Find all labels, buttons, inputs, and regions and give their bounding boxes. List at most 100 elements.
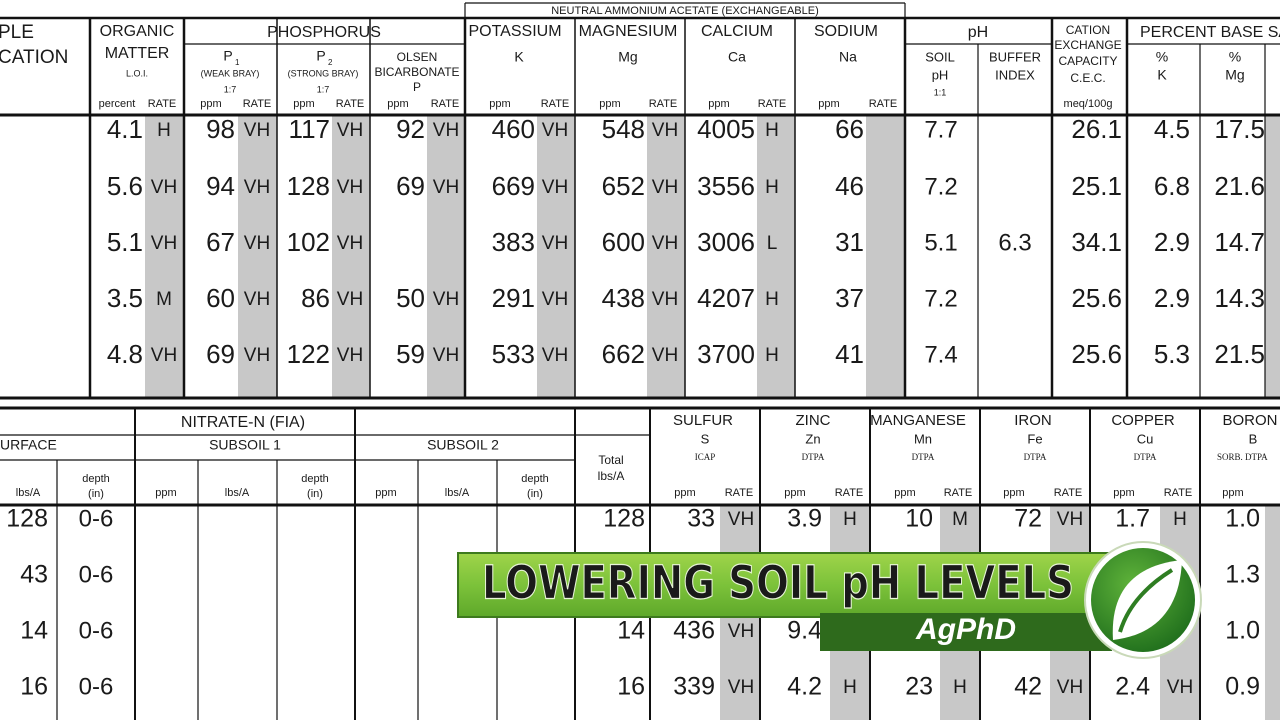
header-label: MANGANESE: [870, 412, 966, 429]
header-label: lbs/A: [598, 469, 625, 483]
header-label: CATION: [0, 47, 68, 68]
table-cell: 59: [396, 339, 425, 369]
header-label: ppm: [674, 487, 695, 499]
table-cell: 98: [206, 114, 235, 144]
header-label: ppm: [1113, 487, 1134, 499]
header-label: Ca: [728, 49, 746, 65]
rate-shading: [866, 116, 905, 398]
table-cell: 128: [6, 505, 48, 533]
table-cell: 14.7: [1214, 227, 1265, 257]
table-cell: VH: [652, 233, 678, 254]
table-cell: VH: [244, 120, 270, 141]
table-cell: VH: [728, 509, 754, 530]
table-cell: VH: [1167, 677, 1193, 698]
table-cell: 669: [492, 171, 535, 201]
header-label: SODIUM: [814, 23, 878, 40]
header-label: PLE: [0, 22, 34, 43]
table-cell: VH: [728, 621, 754, 642]
table-cell: H: [843, 509, 857, 530]
header-label: ppm: [293, 98, 314, 110]
table-cell: 3.9: [787, 505, 822, 533]
header-label: 1:7: [317, 84, 330, 94]
table-cell: 600: [602, 227, 645, 257]
table-cell: 5.1: [924, 229, 957, 256]
header-label: RATE: [1054, 487, 1083, 499]
table-cell: 438: [602, 283, 645, 313]
table-cell: 128: [603, 505, 645, 533]
table-cell: 533: [492, 339, 535, 369]
header-label: Mg: [618, 49, 637, 65]
header-label: NITRATE-N (FIA): [181, 414, 305, 431]
header-label: DTPA: [1024, 452, 1047, 462]
header-label: URFACE: [0, 437, 57, 453]
brand-name: AgPhD: [915, 613, 1016, 646]
table-cell: 652: [602, 171, 645, 201]
header-label: 2: [328, 58, 333, 67]
logo-leaf-vein: [1118, 568, 1174, 633]
table-cell: 117: [289, 114, 330, 144]
table-cell: 0.9: [1225, 673, 1260, 701]
header-label: RATE: [758, 98, 787, 110]
table-cell: 1.0: [1225, 617, 1260, 645]
header-label: (STRONG BRAY): [288, 68, 359, 78]
header-label: Mg: [1225, 67, 1244, 83]
header-label: RATE: [944, 487, 973, 499]
table-cell: 5.6: [107, 171, 143, 201]
header-label: 1:7: [224, 84, 237, 94]
table-cell: VH: [433, 345, 459, 366]
header-label: P: [223, 48, 232, 64]
title-banner: LOWERING SOIL pH LEVELS AgPhD: [457, 541, 1202, 659]
table-cell: 4005: [697, 114, 755, 144]
header-label: ppm: [818, 98, 839, 110]
header-label: ZINC: [796, 412, 831, 429]
brand-bar: [820, 613, 1112, 651]
table-cell: 92: [396, 114, 425, 144]
table-cell: 436: [673, 617, 715, 645]
header-label: P: [316, 48, 325, 64]
table-cell: VH: [337, 233, 363, 254]
table-cell: VH: [542, 345, 568, 366]
table-cell: 383: [492, 227, 535, 257]
table-cell: H: [1173, 509, 1187, 530]
table-cell: VH: [1057, 677, 1083, 698]
header-label: CALCIUM: [701, 23, 773, 40]
table-cell: H: [843, 677, 857, 698]
header-label: (in): [527, 488, 543, 500]
table-text: NEUTRAL AMMONIUM ACETATE (EXCHANGEABLE) P…: [0, 5, 1280, 701]
header-label: RATE: [148, 98, 177, 110]
table-cell: 1.0: [1225, 505, 1260, 533]
header-label: depth: [521, 473, 549, 485]
table-cell: 10: [905, 505, 933, 533]
table-cell: 60: [206, 283, 235, 313]
header-label: 1: [235, 58, 240, 67]
table-cell: 4207: [697, 283, 755, 313]
header-label: DTPA: [912, 452, 935, 462]
table-cell: 16: [617, 673, 645, 701]
header-label: meq/100g: [1064, 98, 1113, 110]
rate-column-shading: [145, 116, 1280, 720]
table-cell: 1.7: [1115, 505, 1150, 533]
header-label: RATE: [1164, 487, 1193, 499]
header-label: pH: [968, 24, 988, 41]
header-label: Zn: [805, 431, 820, 446]
table-cell: 3006: [697, 227, 755, 257]
header-label: EXCHANGE: [1054, 38, 1121, 52]
table-cell: VH: [151, 345, 177, 366]
header-label: ppm: [489, 98, 510, 110]
table-cell: VH: [151, 177, 177, 198]
header-label: RATE: [725, 487, 754, 499]
header-label: ppm: [1003, 487, 1024, 499]
table-cell: 42: [1014, 673, 1042, 701]
table-cell: VH: [433, 177, 459, 198]
rate-shading: [145, 116, 184, 398]
rate-shading: [332, 116, 370, 398]
header-label: ppm: [784, 487, 805, 499]
table-cell: H: [765, 120, 779, 141]
table-cell: 25.6: [1071, 283, 1122, 313]
header-label: lbs/A: [16, 487, 41, 499]
header-label: RATE: [835, 487, 864, 499]
table-cell: VH: [542, 177, 568, 198]
table-cell: 0-6: [79, 505, 114, 532]
table-cell: 339: [673, 673, 715, 701]
table-cell: 5.3: [1154, 339, 1190, 369]
